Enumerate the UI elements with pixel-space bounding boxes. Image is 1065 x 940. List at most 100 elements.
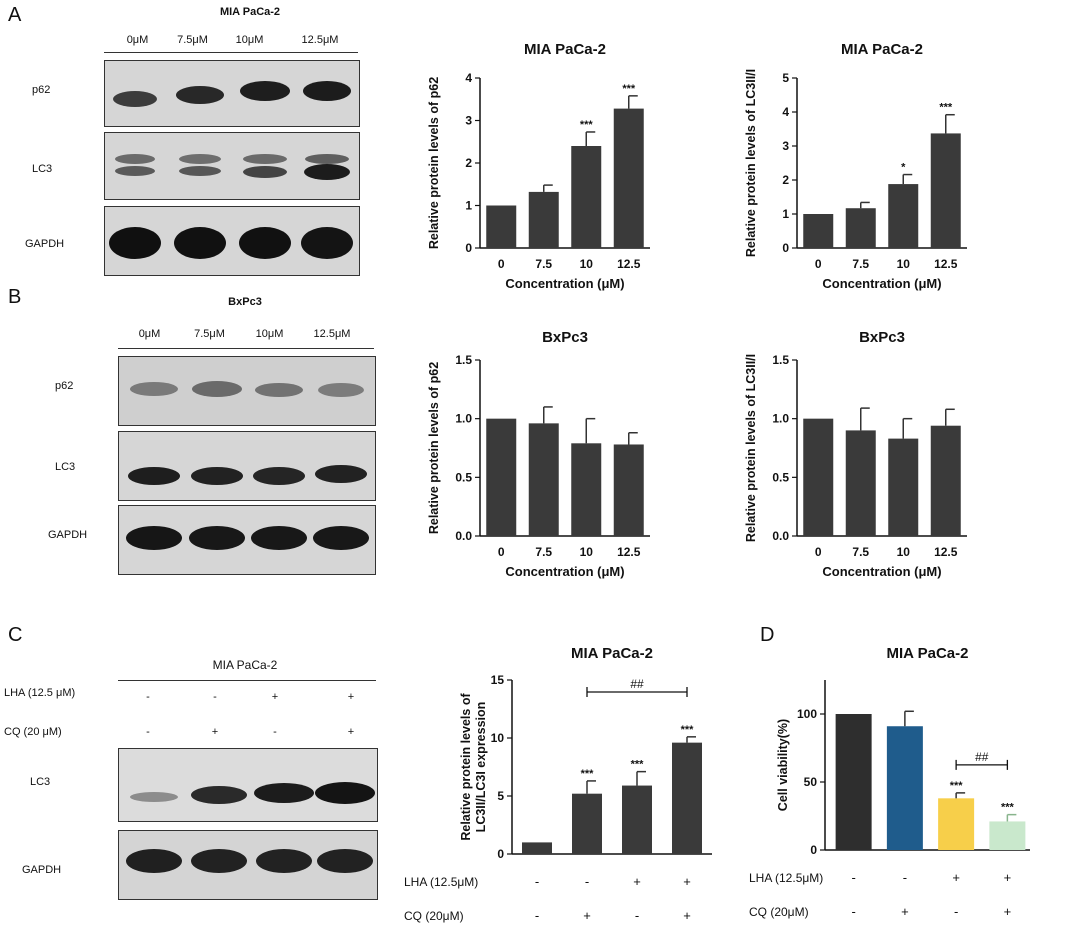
blot-b-row-label: GAPDH <box>48 529 88 541</box>
significance-label: *** <box>939 102 953 114</box>
x-axis-label: Concentration (μM) <box>505 564 624 579</box>
blot-c-lc3-image <box>118 748 378 822</box>
condition-mark: + <box>1004 904 1012 919</box>
y-tick-label: 1.0 <box>455 412 472 426</box>
condition-mark: + <box>901 904 909 919</box>
x-tick-label: 7.5 <box>535 545 552 559</box>
bar <box>571 443 602 536</box>
blot-b-lane-label: 7.5μM <box>194 328 225 340</box>
blot-c-treatment-mark: + <box>347 726 355 738</box>
blot-b-lane-label: 12.5μM <box>313 328 351 340</box>
y-tick-label: 0.0 <box>772 529 789 543</box>
blot-a-p62-bands <box>113 81 351 107</box>
significance-label: * <box>901 162 906 174</box>
y-tick-label: 15 <box>491 673 505 687</box>
condition-mark: - <box>635 908 639 923</box>
x-tick-label: 0 <box>498 545 505 559</box>
blot-c-row-label: LC3 <box>30 776 51 788</box>
condition-mark: - <box>954 904 958 919</box>
condition-label: LHA (12.5μM) <box>404 875 478 889</box>
y-tick-label: 2 <box>782 173 789 187</box>
blot-a-row-label: GAPDH <box>25 238 65 250</box>
x-axis-label: Concentration (μM) <box>822 564 941 579</box>
y-tick-label: 1 <box>782 207 789 221</box>
x-tick-label: 12.5 <box>617 545 641 559</box>
bar <box>888 438 919 536</box>
panel-letter-a: A <box>8 4 22 26</box>
blot-b-row-label: p62 <box>55 380 74 392</box>
y-tick-label: 50 <box>804 775 818 789</box>
blot-a-lane-label: 10μM <box>235 34 264 46</box>
blot-b-lc3-image <box>118 431 376 501</box>
y-tick-label: 1.5 <box>772 353 789 367</box>
bar <box>845 208 876 248</box>
blot-c-gapdh-image <box>118 830 378 900</box>
condition-label: CQ (20μM) <box>404 909 464 923</box>
chart-b2: BxPc3 0.0 0.5 1.0 1.5 Relative protein levels… <box>744 329 967 579</box>
bar <box>930 133 961 248</box>
condition-label: LHA (12.5μM) <box>749 871 823 885</box>
bar <box>938 798 975 850</box>
panel-letter-c: C <box>8 624 23 646</box>
x-tick-label: 0 <box>815 545 822 559</box>
blot-a-lane-label: 7.5μM <box>177 34 208 46</box>
bar <box>572 793 602 854</box>
chart-title: BxPc3 <box>542 329 588 346</box>
condition-mark: + <box>952 870 960 885</box>
blot-c-treatment-mark: + <box>347 691 355 703</box>
bar <box>835 714 872 850</box>
bar <box>845 430 876 536</box>
blot-b-p62-bands <box>130 381 364 397</box>
blot-c-divider <box>118 680 376 681</box>
condition-mark: + <box>683 908 691 923</box>
blot-b-p62-image <box>118 356 376 426</box>
y-tick-label: 2 <box>465 156 472 170</box>
y-axis-label: Relative protein levels of p62 <box>427 362 441 534</box>
condition-mark: - <box>535 874 539 889</box>
bar <box>522 842 552 854</box>
bar <box>672 742 702 854</box>
condition-mark: - <box>535 908 539 923</box>
significance-label: *** <box>950 780 964 792</box>
blot-c-treatment-label: LHA (12.5 μM) <box>4 687 76 699</box>
x-tick-label: 10 <box>580 545 594 559</box>
x-axis-label: Concentration (μM) <box>822 276 941 291</box>
blot-c-treatment-mark: - <box>273 726 277 738</box>
condition-mark: - <box>851 904 855 919</box>
x-tick-label: 10 <box>897 545 911 559</box>
y-tick-label: 0 <box>782 241 789 255</box>
bar <box>989 821 1026 850</box>
bar <box>803 418 834 536</box>
blot-b-lane-label: 10μM <box>255 328 284 340</box>
blot-c-treatment-mark: - <box>146 726 150 738</box>
y-tick-label: 3 <box>465 114 472 128</box>
condition-mark: - <box>851 870 855 885</box>
comparison-label: ## <box>975 750 989 764</box>
significance-label: *** <box>1001 802 1015 814</box>
blot-a-title: MIA PaCa-2 <box>219 6 281 18</box>
chart-title: MIA PaCa-2 <box>571 645 653 662</box>
blot-a-gapdh-bands <box>109 227 353 259</box>
blot-c-treatment-mark: - <box>213 691 217 703</box>
y-axis-label: Relative protein levels of LC3II/I <box>744 354 758 542</box>
blot-b-gapdh-image <box>118 505 376 575</box>
significance-label: *** <box>580 119 594 131</box>
x-tick-label: 0 <box>498 257 505 271</box>
bar <box>486 418 517 536</box>
bar <box>528 191 559 248</box>
bar <box>622 785 652 854</box>
blot-b-lane-label: 0μM <box>138 328 161 340</box>
x-tick-label: 10 <box>897 257 911 271</box>
y-tick-label: 1.5 <box>455 353 472 367</box>
bar <box>613 444 644 536</box>
blot-a-p62-image <box>104 60 360 127</box>
blot-b-lc3-bands <box>128 465 367 485</box>
x-tick-label: 7.5 <box>852 257 869 271</box>
y-tick-label: 4 <box>782 105 789 119</box>
chart-title: BxPc3 <box>859 329 905 346</box>
chart-a2: MIA PaCa-2 0 1 2 3 4 5 Relative protein levels … <box>744 41 967 291</box>
y-tick-label: 0 <box>465 241 472 255</box>
blot-a-row-label: LC3 <box>32 163 53 175</box>
blot-a-lc3-bands <box>115 154 350 180</box>
y-tick-label: 0.5 <box>455 470 472 484</box>
